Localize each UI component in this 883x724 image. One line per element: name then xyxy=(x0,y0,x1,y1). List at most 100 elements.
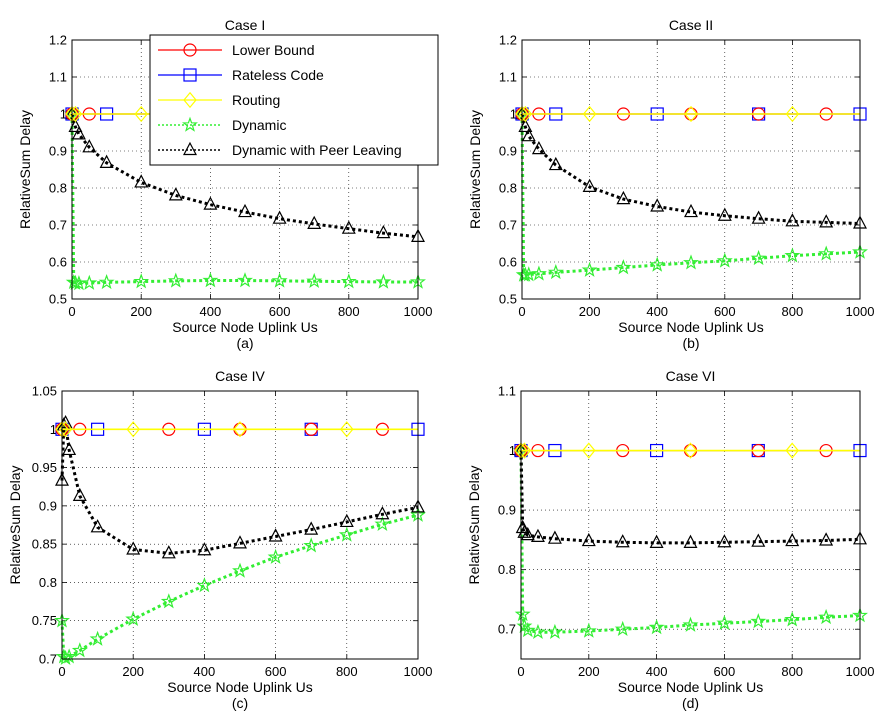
plot-area xyxy=(62,391,418,659)
marker-peer xyxy=(582,178,597,192)
marker-peer xyxy=(751,210,766,224)
marker-routing xyxy=(684,105,698,123)
y-axis-label: RelativeSum Delay xyxy=(17,110,33,229)
marker-dynamic xyxy=(340,273,357,289)
marker-dynamic xyxy=(160,593,177,609)
x-tick-label: 200 xyxy=(579,304,601,319)
x-tick-label: 600 xyxy=(714,304,736,319)
x-tick-label: 400 xyxy=(646,664,668,679)
y-tick-label: 0.7 xyxy=(499,218,517,233)
legend-marker-rateless xyxy=(183,68,197,82)
y-tick-label: 1 xyxy=(60,107,67,122)
legend: Lower Bound Rateless Code Routing Dynamic Dy… xyxy=(149,34,439,166)
marker-dynamic xyxy=(232,562,248,578)
series-peer xyxy=(515,105,867,229)
y-axis-label: RelativeSum Delay xyxy=(467,110,483,229)
marker-dynamic xyxy=(167,272,184,288)
marker-routing xyxy=(134,105,148,123)
series-peer xyxy=(65,105,425,242)
y-tick-label: 0.75 xyxy=(32,613,57,628)
marker-routing xyxy=(126,421,140,438)
marker-dynamic xyxy=(516,617,533,634)
axes-box xyxy=(61,390,419,660)
marker-peer xyxy=(819,532,834,546)
series-dynamic xyxy=(54,506,426,666)
marker-routing xyxy=(517,442,532,459)
marker-routing xyxy=(68,105,83,123)
y-tick-label: 1.1 xyxy=(49,70,67,85)
x-tick-label: 200 xyxy=(578,664,600,679)
marker-peer xyxy=(238,203,252,218)
marker-peer xyxy=(683,534,698,548)
chart-title: Case VI xyxy=(666,368,716,384)
series-line-peer xyxy=(520,113,861,226)
marker-dynamic xyxy=(514,605,531,622)
marker-dynamic xyxy=(614,620,631,636)
legend-label-rateless: Rateless Code xyxy=(232,67,324,83)
marker-peer xyxy=(62,441,77,456)
marker-peer xyxy=(376,224,391,239)
chart-panel-3: 0 200 400 600 800 1000 0.7 0.75 0.8 0.85 0.9 0.95 1 1… xyxy=(7,368,432,711)
marker-peer xyxy=(616,190,631,205)
marker-routing xyxy=(582,442,596,459)
marker-peer xyxy=(785,213,800,227)
y-tick-label: 0.9 xyxy=(498,503,516,518)
marker-routing xyxy=(518,105,533,123)
x-tick-label: 0 xyxy=(58,664,65,679)
marker-dynamic xyxy=(202,272,219,288)
marker-peer xyxy=(751,533,766,547)
marker-routing xyxy=(683,442,698,459)
y-tick-label: 1.2 xyxy=(499,33,517,48)
x-axis-label: Source Node Uplink Us xyxy=(618,319,764,335)
y-tick-label: 0.95 xyxy=(32,460,57,475)
marker-peer xyxy=(168,187,183,201)
x-tick-label: 800 xyxy=(781,664,803,679)
axes-box xyxy=(520,390,861,660)
x-tick-label: 1000 xyxy=(846,664,875,679)
marker-peer xyxy=(530,528,545,543)
legend-marker-dynamic xyxy=(182,116,198,132)
marker-dynamic xyxy=(374,515,391,532)
y-tick-label: 0.8 xyxy=(39,575,57,590)
marker-dynamic xyxy=(519,622,536,638)
x-tick-label: 200 xyxy=(130,304,152,319)
marker-peer xyxy=(90,519,105,533)
marker-dynamic xyxy=(649,256,666,272)
chart-title: Case II xyxy=(669,17,713,33)
y-tick-label: 1.1 xyxy=(499,70,517,85)
marker-peer xyxy=(203,196,218,210)
marker-dynamic xyxy=(89,630,106,646)
y-tick-label: 0.8 xyxy=(499,181,517,196)
chart-title: Case IV xyxy=(215,368,265,384)
marker-peer xyxy=(531,140,546,155)
marker-dynamic xyxy=(716,614,733,631)
y-tick-label: 0.9 xyxy=(39,498,57,513)
marker-dynamic xyxy=(375,273,392,289)
marker-dynamic xyxy=(683,254,699,270)
marker-peer xyxy=(615,534,630,548)
marker-peer xyxy=(819,214,834,228)
series-line-dynamic xyxy=(60,513,419,660)
x-tick-label: 400 xyxy=(194,664,216,679)
y-tick-label: 1.2 xyxy=(49,33,67,48)
marker-dynamic xyxy=(529,623,546,639)
marker-dynamic xyxy=(125,610,142,626)
x-tick-label: 400 xyxy=(200,304,222,319)
marker-peer xyxy=(71,126,86,140)
marker-peer xyxy=(515,519,530,534)
y-axis-label: RelativeSum Delay xyxy=(7,465,23,584)
marker-dynamic xyxy=(237,272,253,288)
marker-dynamic xyxy=(133,273,150,289)
series-line-dynamic xyxy=(519,450,861,634)
x-tick-label: 0 xyxy=(518,304,525,319)
marker-peer xyxy=(272,210,287,224)
marker-dynamic xyxy=(303,537,320,553)
y-tick-label: 0.7 xyxy=(49,218,67,233)
marker-peer xyxy=(684,203,698,218)
marker-peer xyxy=(717,534,732,548)
marker-routing xyxy=(785,442,799,459)
marker-dynamic xyxy=(615,259,632,275)
marker-routing xyxy=(233,421,247,438)
series-line-dynamic xyxy=(70,113,418,285)
